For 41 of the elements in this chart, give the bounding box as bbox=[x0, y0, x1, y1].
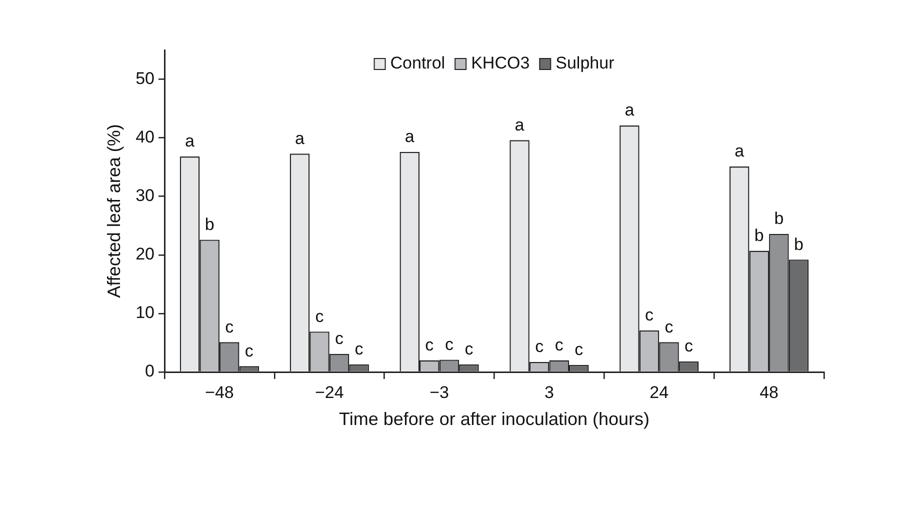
data-label: b bbox=[754, 226, 764, 245]
x-tick-label: −24 bbox=[314, 382, 344, 402]
data-label: c bbox=[444, 334, 454, 354]
data-label: b bbox=[204, 214, 214, 234]
data-label: c bbox=[535, 337, 544, 356]
data-label: c bbox=[464, 340, 474, 359]
y-tick-label: 40 bbox=[136, 128, 155, 147]
legend-label: KHCO3 bbox=[471, 54, 530, 73]
data-label: a bbox=[514, 115, 525, 134]
data-label: a bbox=[624, 100, 635, 120]
data-label: c bbox=[554, 335, 564, 354]
x-tick-label: 3 bbox=[544, 382, 554, 402]
data-label: c bbox=[664, 317, 674, 336]
data-label: c bbox=[315, 306, 324, 326]
data-label: c bbox=[225, 317, 234, 336]
data-label: a bbox=[734, 142, 745, 161]
x-tick-label: −3 bbox=[430, 382, 449, 402]
y-tick-label: 10 bbox=[136, 303, 155, 322]
x-tick-label: 48 bbox=[760, 382, 779, 402]
data-label: a bbox=[294, 128, 305, 148]
y-tick-label: 30 bbox=[136, 186, 155, 206]
data-label: b bbox=[794, 234, 804, 254]
data-label: c bbox=[684, 336, 694, 356]
data-label: c bbox=[425, 335, 434, 354]
data-label: c bbox=[644, 306, 654, 325]
y-tick-label: 50 bbox=[136, 68, 155, 88]
data-label: a bbox=[404, 127, 415, 146]
data-label: c bbox=[244, 341, 254, 360]
y-tick-label: 0 bbox=[145, 362, 155, 381]
data-label: c bbox=[574, 340, 584, 360]
data-label: c bbox=[335, 329, 344, 348]
x-tick-label: −48 bbox=[205, 382, 234, 402]
data-label: a bbox=[185, 132, 196, 151]
y-tick-label: 20 bbox=[136, 244, 155, 264]
data-label: c bbox=[354, 340, 364, 359]
data-label: b bbox=[774, 209, 784, 228]
legend-label: Sulphur bbox=[556, 54, 615, 73]
x-axis-title: Time before or after inoculation (hours) bbox=[339, 409, 650, 430]
x-tick-label: 24 bbox=[650, 382, 669, 402]
legend-label: Control bbox=[390, 54, 446, 73]
y-axis-title: Affected leaf area (%) bbox=[104, 124, 124, 298]
